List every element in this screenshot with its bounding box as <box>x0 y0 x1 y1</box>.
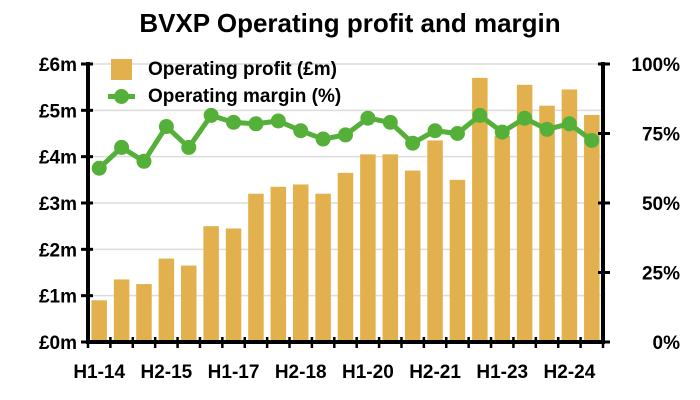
margin-point <box>136 153 152 169</box>
margin-point <box>449 126 465 141</box>
margin-point <box>270 113 286 129</box>
x-axis-label: H1-17 <box>208 362 260 383</box>
margin-point <box>293 123 309 139</box>
margin-point <box>158 119 174 135</box>
margin-point <box>517 110 533 126</box>
margin-point <box>427 123 443 139</box>
x-axis-label: H2-24 <box>544 362 596 383</box>
margin-point <box>315 131 331 147</box>
x-axis-label: H1-23 <box>476 362 528 383</box>
margin-point <box>248 116 264 132</box>
margin-point <box>405 135 421 151</box>
profit-bar <box>225 228 242 342</box>
margin-point <box>114 139 130 155</box>
legend-item-operating-margin: Operating margin (%) <box>108 83 341 110</box>
profit-bar <box>136 284 152 342</box>
margin-point <box>382 114 398 130</box>
margin-point <box>360 110 376 126</box>
profit-bar <box>181 265 197 342</box>
margin-point <box>584 132 600 148</box>
y-axis-label-right: 75% <box>642 125 680 146</box>
margin-point <box>203 107 219 123</box>
chart-title: BVXP Operating profit and margin <box>139 8 561 38</box>
y-axis-label-left: £4m <box>39 148 77 169</box>
margin-point <box>539 121 555 137</box>
profit-bar <box>360 154 376 342</box>
legend-label-operating-margin: Operating margin (%) <box>148 85 342 107</box>
profit-bar <box>292 184 309 342</box>
x-axis-label: H1-14 <box>73 362 125 383</box>
line-series-dot-icon <box>114 89 129 104</box>
profit-bar <box>472 77 488 343</box>
profit-bar <box>203 226 219 342</box>
x-axis-label: H2-15 <box>140 362 192 383</box>
y-axis-label-left: £0m <box>39 333 77 354</box>
x-axis-label: H2-18 <box>275 362 327 383</box>
profit-bar <box>494 135 510 342</box>
profit-bar <box>158 258 175 342</box>
y-axis-label-right: 100% <box>631 55 680 76</box>
profit-bar <box>584 114 600 342</box>
margin-point <box>91 160 107 176</box>
y-axis-label-right: 0% <box>653 333 681 354</box>
profit-bar <box>427 140 443 342</box>
profit-bar <box>561 89 578 342</box>
x-axis-label: H2-21 <box>409 362 461 383</box>
margin-point <box>472 107 488 123</box>
y-axis-label-left: £1m <box>39 287 77 308</box>
y-axis-label-left: £3m <box>39 194 77 215</box>
legend: Operating profit (£m) Operating margin (… <box>108 56 341 110</box>
margin-point <box>338 127 353 143</box>
legend-marker-box <box>108 83 135 110</box>
profit-bar <box>539 105 555 342</box>
profit-bar <box>248 193 264 342</box>
legend-item-operating-profit: Operating profit (£m) <box>108 56 341 83</box>
margin-point <box>181 139 197 155</box>
y-axis-label-right: 50% <box>642 194 680 215</box>
profit-bar <box>382 154 399 342</box>
legend-marker-box <box>108 56 135 83</box>
y-axis-label-right: 25% <box>642 264 680 285</box>
profit-bar <box>270 186 287 342</box>
y-axis-label-left: £6m <box>39 55 77 76</box>
x-axis-label: H1-20 <box>342 362 394 383</box>
profit-bar <box>113 279 130 342</box>
profit-bar <box>315 193 331 342</box>
legend-label-operating-profit: Operating profit (£m) <box>148 58 337 80</box>
bar-series-swatch-icon <box>111 59 132 80</box>
y-axis-label-left: £2m <box>39 240 77 261</box>
profit-bar <box>516 84 533 342</box>
profit-bar <box>337 172 354 342</box>
profit-bar <box>449 179 466 342</box>
margin-point <box>561 116 577 132</box>
profit-bar <box>91 300 107 342</box>
y-axis-label-left: £5m <box>39 101 77 122</box>
profit-bar <box>404 170 421 342</box>
margin-point <box>226 114 242 130</box>
margin-point <box>494 124 510 140</box>
